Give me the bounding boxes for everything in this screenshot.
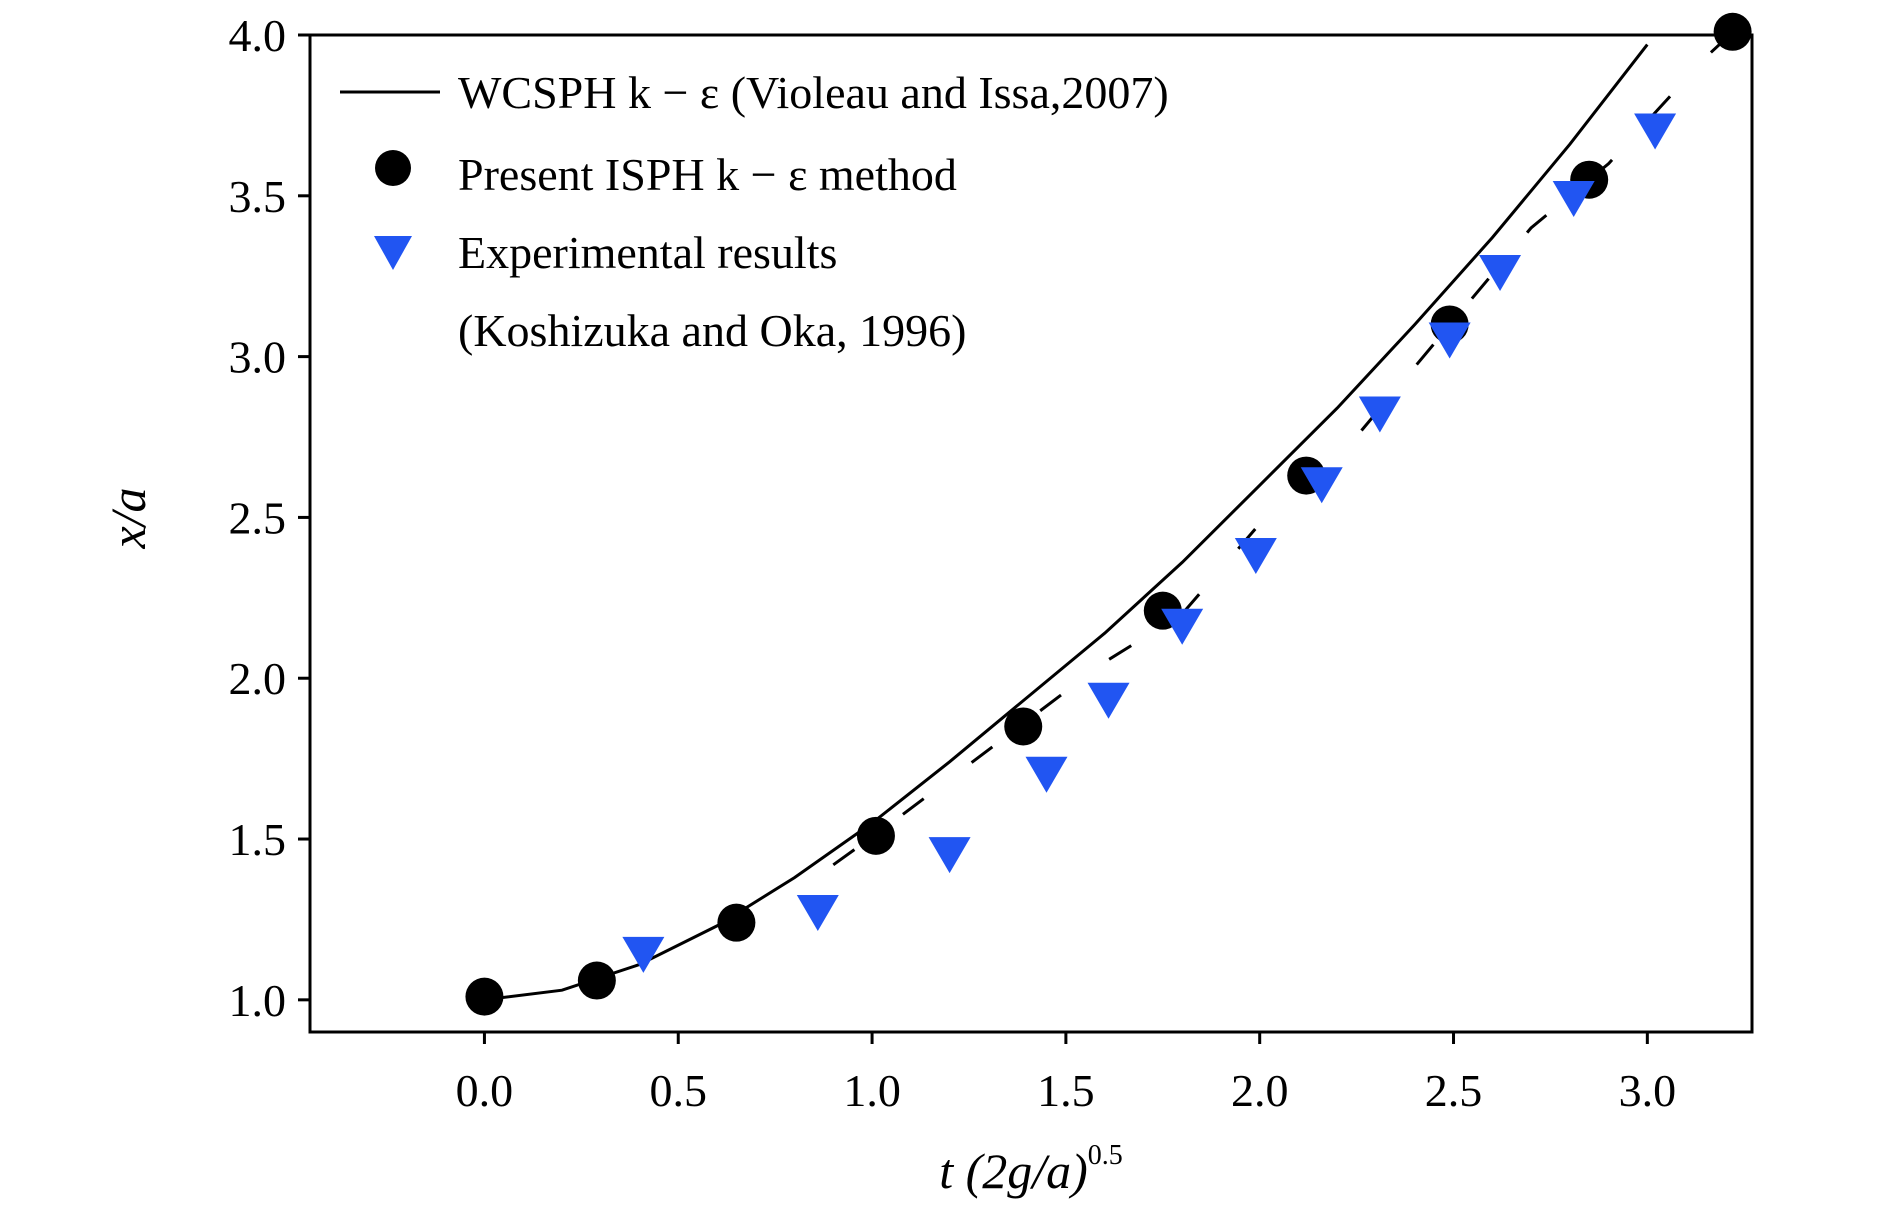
legend-label-experimental: Experimental results [458, 227, 837, 278]
y-tick-label: 1.0 [229, 975, 287, 1026]
legend-label-wcsph: WCSPH k − ε (Violeau and Issa,2007) [458, 67, 1169, 118]
isph-point [1713, 12, 1752, 51]
experimental-point [1358, 396, 1401, 433]
experimental-point [928, 837, 971, 874]
x-tick-label: 0.0 [456, 1065, 514, 1116]
tick-layer: 0.0 0.5 1.0 1.5 2.0 2.5 3.0 1.0 1.5 2.0 2.5 3.0 3.5 4… [229, 10, 1677, 1116]
plot-frame [308, 33, 1754, 1034]
legend-label-isph: Present ISPH k − ε method [458, 149, 957, 200]
x-tick-label: 3.0 [1619, 1065, 1677, 1116]
legend-label-experimental-ref: (Koshizuka and Oka, 1996) [458, 305, 966, 356]
isph-point [717, 903, 756, 942]
y-tick-label: 4.0 [229, 10, 287, 61]
legend-circle-icon [375, 150, 411, 186]
experimental-point [1025, 756, 1068, 793]
x-tick-label: 2.0 [1231, 1065, 1289, 1116]
y-tick-label: 3.0 [229, 332, 287, 383]
legend: WCSPH k − ε (Violeau and Issa,2007) Pres… [340, 67, 1169, 356]
experimental-point [1552, 181, 1595, 218]
isph-point [856, 816, 895, 855]
experimental-point [1234, 538, 1277, 575]
isph-point [577, 961, 616, 1000]
isph-point [1004, 707, 1043, 746]
x-axis-label-superscript: 0.5 [1088, 1140, 1123, 1171]
series-line-wcsph [484, 43, 1649, 1002]
x-tick-label: 0.5 [650, 1065, 708, 1116]
experimental-point [1161, 608, 1204, 645]
x-tick-label: 1.0 [843, 1065, 901, 1116]
legend-triangle-icon [374, 236, 412, 270]
y-tick-label: 1.5 [229, 814, 287, 865]
y-axis-label: x/a [100, 487, 156, 549]
experimental-point [1479, 254, 1522, 291]
experimental-point [1428, 322, 1471, 359]
x-axis-label-main: t (2g/a) [939, 1143, 1088, 1199]
x-tick-label: 1.5 [1037, 1065, 1095, 1116]
y-tick-label: 2.0 [229, 653, 287, 704]
experimental-point [1634, 113, 1677, 150]
x-tick-label: 2.5 [1425, 1065, 1483, 1116]
experimental-point [796, 895, 839, 932]
isph-point [465, 977, 504, 1016]
y-tick-label: 3.5 [229, 171, 287, 222]
plot-area [465, 12, 1752, 1016]
x-axis-label: t (2g/a)0.5 [939, 1140, 1123, 1199]
experimental-point [622, 936, 665, 973]
experimental-point [1300, 467, 1343, 504]
series-dashed-line [832, 27, 1738, 867]
y-tick-label: 2.5 [229, 492, 287, 543]
experimental-point [1087, 682, 1130, 719]
